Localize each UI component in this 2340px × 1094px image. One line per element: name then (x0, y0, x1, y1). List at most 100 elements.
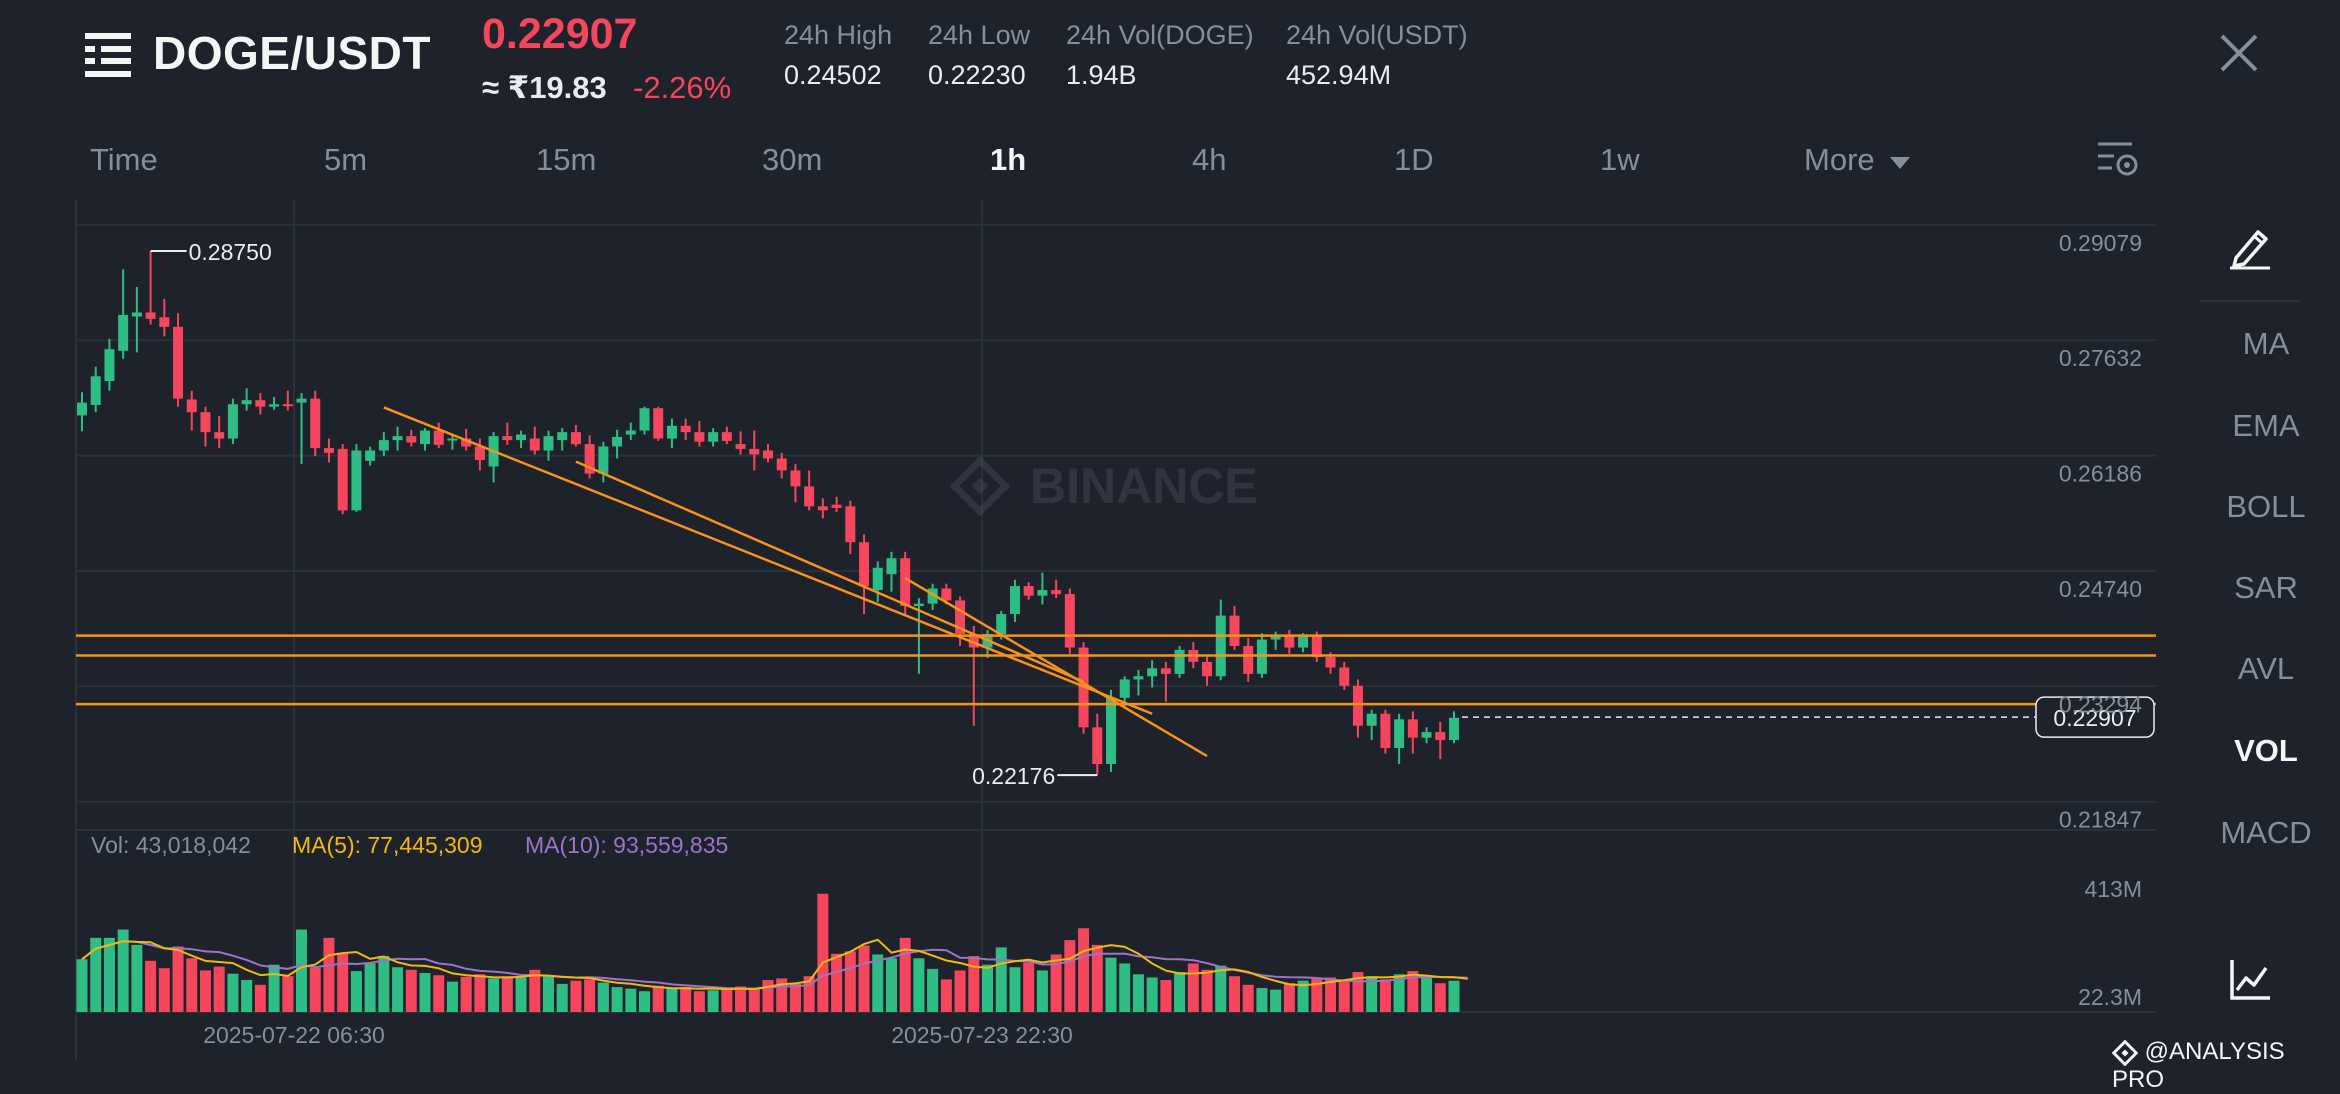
tab-30m[interactable]: 30m (762, 142, 823, 177)
stat-label-low: 24h Low (928, 20, 1031, 50)
drawings: 0.28750 0.22176 0.22907 (76, 239, 2156, 789)
tab-1h[interactable]: 1h (990, 142, 1027, 177)
volume-tick-label: 22.3M (2078, 984, 2142, 1010)
candle-body (1092, 727, 1103, 765)
volume-bar (1311, 978, 1323, 1012)
candle-body (872, 567, 883, 591)
time-axis-label: 2025-07-23 22:30 (891, 1022, 1073, 1048)
volume-bar (858, 945, 870, 1012)
volume-bar (515, 977, 527, 1012)
vol-ma5-line (81, 938, 1468, 991)
tab-4h[interactable]: 4h (1192, 142, 1227, 177)
volume-bar (1036, 970, 1048, 1012)
candle-body (996, 614, 1007, 634)
volume-bar (186, 958, 198, 1012)
volume-bar (488, 978, 500, 1012)
indicator-ma[interactable]: MA (2242, 326, 2290, 361)
tab-time[interactable]: Time (90, 142, 158, 177)
volume-bar (721, 988, 733, 1012)
indicator-vol[interactable]: VOL (2234, 733, 2298, 768)
binance-logo-icon (949, 455, 1011, 517)
axis-labels: 0.29079 0.27632 0.26186 0.24740 0.23294 0.218… (203, 230, 2142, 1048)
candle-body (1366, 713, 1377, 726)
indicator-avl[interactable]: AVL (2237, 651, 2295, 686)
candle-body (1298, 636, 1309, 648)
tab-5m[interactable]: 5m (324, 142, 368, 177)
volume-bar (1242, 984, 1254, 1012)
indicator-macd[interactable]: MACD (2220, 815, 2312, 850)
volume-bar (940, 979, 952, 1012)
volume-bar (1091, 944, 1103, 1012)
volume-bar (158, 968, 170, 1012)
candle-body (1421, 732, 1432, 738)
candle-body (790, 470, 801, 487)
candle-body (1133, 676, 1144, 680)
candle-body (200, 412, 211, 433)
volume-bar (666, 988, 678, 1012)
candle-body (516, 434, 527, 441)
tab-15m[interactable]: 15m (536, 142, 597, 177)
candle-body (118, 314, 129, 351)
menu-icon[interactable] (85, 33, 131, 77)
volume-bar (597, 982, 609, 1012)
watermark-text: BINANCE (1030, 458, 1258, 514)
line-chart-icon[interactable] (2228, 958, 2272, 1002)
volume-bar (789, 983, 801, 1012)
candle-body (227, 404, 238, 439)
volume-bar (1393, 974, 1405, 1012)
price-tick-label: 0.27632 (2059, 345, 2142, 371)
close-icon[interactable] (2216, 30, 2262, 76)
pair-title[interactable]: DOGE/USDT (153, 27, 431, 79)
candle-body (406, 436, 417, 443)
volume-bar (1434, 983, 1446, 1012)
volume-bar (1132, 974, 1144, 1012)
candle-body (666, 425, 677, 439)
candle-body (186, 399, 197, 413)
tab-1w[interactable]: 1w (1600, 142, 1640, 177)
vol-label: Vol: 43,018,042 (91, 832, 251, 858)
candle-body (653, 408, 664, 439)
tab-more[interactable]: More (1804, 142, 1911, 178)
indicator-boll[interactable]: BOLL (2226, 489, 2306, 524)
candle-body (1229, 615, 1240, 646)
candle-body (1339, 667, 1350, 686)
trend-line (904, 577, 1208, 758)
candle-body (104, 349, 115, 382)
volume-bar (1187, 963, 1199, 1012)
volume-bar (542, 976, 554, 1012)
trend-line (575, 460, 1085, 683)
volume-bar (172, 946, 184, 1012)
indicator-ema[interactable]: EMA (2232, 408, 2300, 443)
candle-body (570, 432, 581, 445)
candle-body (1380, 713, 1391, 749)
candle-body (474, 446, 485, 461)
candle-body (557, 432, 568, 441)
candle-body (1352, 685, 1363, 726)
price-tick-label: 0.29079 (2059, 230, 2142, 256)
change-percent: -2.26% (633, 70, 732, 105)
volume-bar (1379, 979, 1391, 1012)
candle-body (927, 588, 938, 604)
candle-body (804, 486, 815, 507)
volume-bar (556, 983, 568, 1012)
candle-body (1407, 719, 1418, 738)
stat-label-vol-base: 24h Vol(DOGE) (1066, 20, 1254, 50)
last-price-badge (2035, 696, 2155, 738)
price-tick-label: 0.24740 (2059, 576, 2142, 602)
candle-body (1449, 717, 1459, 741)
volume-bar (968, 956, 980, 1012)
volume-bar (625, 988, 637, 1012)
stat-value-high: 0.24502 (784, 60, 882, 90)
volume-bar (529, 969, 541, 1012)
volume-bar (1270, 989, 1282, 1012)
volume-bar (1201, 969, 1213, 1012)
pencil-draw-icon[interactable] (2228, 224, 2272, 270)
approx-fiat-price: ≈ ₹19.83 (482, 70, 607, 105)
candle-body (886, 558, 897, 575)
indicator-sar[interactable]: SAR (2234, 570, 2298, 605)
tab-1d[interactable]: 1D (1394, 142, 1434, 177)
volume-bar (913, 958, 925, 1012)
volume-bar (803, 976, 815, 1012)
chart-settings-icon[interactable] (2096, 140, 2140, 180)
